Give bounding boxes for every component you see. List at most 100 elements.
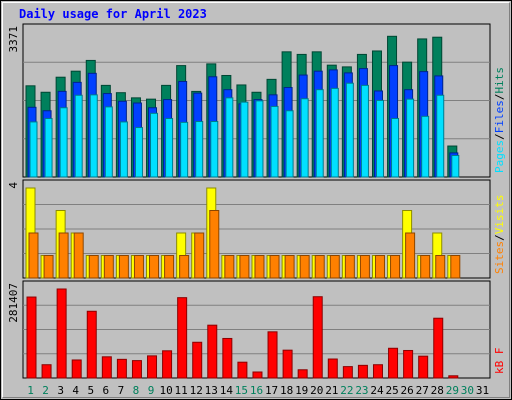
bar-kb-f <box>327 358 338 379</box>
bar-kb-f <box>177 297 188 379</box>
bar-kb-f <box>56 288 67 379</box>
bar-pages <box>300 98 309 178</box>
bar-sites <box>164 255 175 279</box>
legend-bottom: kB F <box>493 348 506 375</box>
bar-pages <box>119 121 128 178</box>
bar-sites <box>420 255 431 279</box>
x-tick-label: 16 <box>250 384 263 397</box>
x-tick-label: 5 <box>87 384 94 397</box>
bar-sites <box>88 255 99 279</box>
bar-pages <box>240 101 249 178</box>
bar-kb-f <box>388 347 399 379</box>
bar-pages <box>360 84 369 178</box>
legend-item: / <box>493 234 506 241</box>
x-tick-label: 19 <box>295 384 308 397</box>
legend-middle: Sites/Visits <box>493 195 506 275</box>
bar-kb-f <box>41 364 52 379</box>
legend-item: Files <box>493 100 506 133</box>
bar-pages <box>391 118 400 178</box>
bar-sites <box>390 255 401 279</box>
bar-sites <box>209 210 220 279</box>
bar-kb-f <box>131 360 142 379</box>
x-tick-label: 31 <box>476 384 489 397</box>
legend-item: Pages <box>493 140 506 173</box>
x-tick-label: 12 <box>190 384 203 397</box>
x-tick-label: 6 <box>103 384 110 397</box>
bar-kb-f <box>357 364 368 379</box>
bar-pages <box>255 100 264 178</box>
bar-sites <box>329 255 340 279</box>
bar-kb-f <box>86 310 97 379</box>
bar-pages <box>270 105 279 178</box>
x-tick-label: 22 <box>340 384 353 397</box>
legend-item: kB F <box>493 348 506 375</box>
x-tick-label: 9 <box>148 384 155 397</box>
bar-kb-f <box>101 356 112 379</box>
bar-sites <box>374 255 385 279</box>
bar-kb-f <box>222 337 233 379</box>
bar-pages <box>406 98 415 178</box>
y-max-label: 281407 <box>7 283 20 323</box>
bar-pages <box>29 121 38 178</box>
x-tick-label: 4 <box>72 384 79 397</box>
bar-sites <box>118 255 129 279</box>
bar-kb-f <box>418 355 429 379</box>
bar-sites <box>133 255 144 279</box>
chart-title: Daily usage for April 2023 <box>19 7 207 21</box>
bar-kb-f <box>282 349 293 379</box>
legend-top: Pages/Files/Hits <box>493 67 506 173</box>
bar-kb-f <box>372 364 383 379</box>
bar-pages <box>44 118 53 178</box>
bar-pages <box>74 94 83 178</box>
bar-pages <box>421 115 430 178</box>
x-tick-label: 21 <box>325 384 338 397</box>
x-tick-label: 26 <box>401 384 414 397</box>
bar-kb-f <box>448 375 459 379</box>
x-tick-label: 27 <box>416 384 429 397</box>
bar-kb-f <box>162 350 173 379</box>
bar-pages <box>150 112 159 178</box>
bar-pages <box>180 121 189 178</box>
x-tick-label: 17 <box>265 384 278 397</box>
legend-item: / <box>493 94 506 101</box>
x-tick-label: 18 <box>280 384 293 397</box>
bar-pages <box>436 94 445 178</box>
x-tick-label: 15 <box>235 384 248 397</box>
bar-sites <box>435 255 446 279</box>
bar-kb-f <box>403 349 414 379</box>
bar-sites <box>269 255 280 279</box>
bar-kb-f <box>207 324 218 379</box>
x-tick-label: 2 <box>42 384 49 397</box>
x-tick-label: 11 <box>175 384 188 397</box>
y-max-label: 4 <box>7 182 20 189</box>
bar-kb-f <box>297 369 308 379</box>
x-tick-label: 25 <box>385 384 398 397</box>
bar-sites <box>405 232 416 279</box>
legend-item: / <box>493 133 506 140</box>
bar-sites <box>254 255 265 279</box>
bar-sites <box>450 255 461 279</box>
y-max-label: 3371 <box>7 26 20 53</box>
bar-pages <box>89 94 98 178</box>
bar-sites <box>314 255 325 279</box>
bar-kb-f <box>71 359 82 379</box>
bar-kb-f <box>267 331 278 379</box>
bar-sites <box>194 232 205 279</box>
bar-sites <box>359 255 370 279</box>
x-tick-label: 10 <box>159 384 172 397</box>
bar-sites <box>224 255 235 279</box>
x-tick-label: 28 <box>431 384 444 397</box>
x-tick-label: 30 <box>461 384 474 397</box>
bar-pages <box>195 121 204 178</box>
bar-kb-f <box>342 366 353 379</box>
bar-pages <box>315 89 324 178</box>
x-tick-label: 20 <box>310 384 323 397</box>
x-tick-label: 3 <box>57 384 64 397</box>
bar-pages <box>104 106 113 178</box>
bar-kb-f <box>237 361 248 379</box>
bar-pages <box>225 97 234 178</box>
bar-kb-f <box>147 355 158 379</box>
bar-pages <box>330 87 339 178</box>
legend-item: Sites <box>493 241 506 274</box>
